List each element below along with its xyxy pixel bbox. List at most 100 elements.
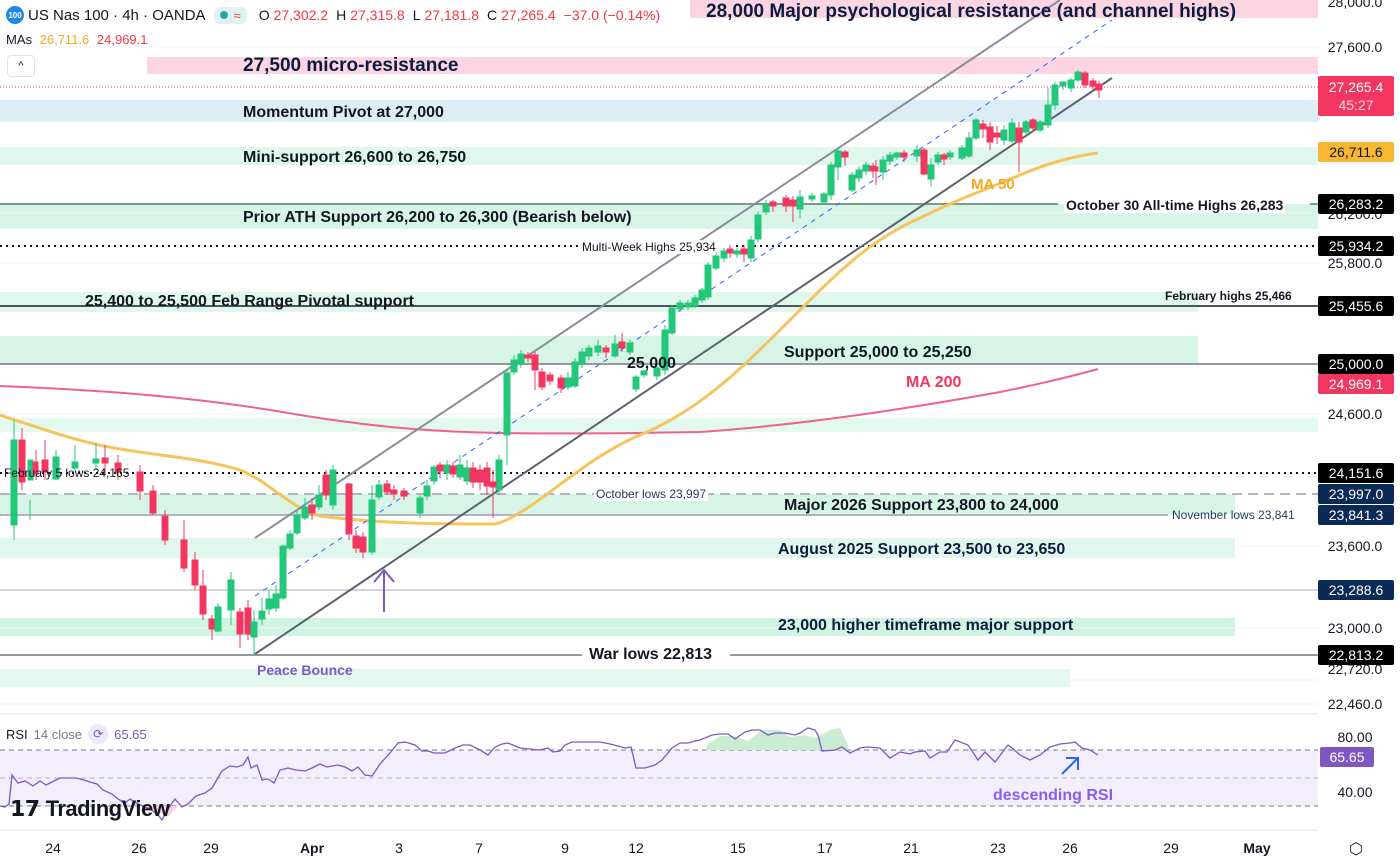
zone-27500 [147, 57, 1318, 74]
last-price-value: 27,265.4 [1328, 79, 1384, 95]
high-label: H [336, 7, 347, 23]
rsi-value-tag: 65.65 [1320, 747, 1374, 767]
symbol-logo-icon: 100 [6, 6, 24, 24]
time-tick: 17 [817, 840, 833, 856]
tradingview-logo[interactable]: 𝟭𝟳 TradingView [10, 796, 170, 822]
annotation-support-25000: Support 25,000 to 25,250 [784, 344, 972, 361]
price-tick: 27,600.0 [1327, 39, 1383, 55]
war-lows-price-tag: 22,813.2 [1318, 645, 1394, 665]
high-value: 27,315.8 [350, 7, 405, 23]
low-label: L [412, 7, 421, 23]
rsi-tick: 80.00 [1337, 729, 1373, 745]
ath-price-tag: 26,283.2 [1318, 194, 1394, 214]
zone-23000 [0, 618, 1235, 636]
tradingview-logo-text: TradingView [45, 796, 170, 821]
rsi-tick: 40.00 [1337, 784, 1373, 800]
ma50-price-tag: 26,711.6 [1318, 142, 1394, 162]
mas-label: MAs [6, 32, 32, 47]
annotation-28000: 28,000 Major psychological resistance (a… [706, 1, 1237, 22]
annotation-27500: 27,500 micro-resistance [243, 55, 459, 76]
multi-week-price-tag: 25,934.2 [1318, 236, 1394, 256]
price-tick: 23,600.0 [1327, 538, 1383, 554]
approx-icon: ≈ [233, 7, 241, 23]
symbol-title[interactable]: US Nas 100 · 4h · OANDA [28, 6, 206, 24]
ma200-price-tag: 24,969.1 [1318, 374, 1394, 394]
nov-lows-price-tag: 23,841.3 [1318, 505, 1394, 525]
channel-median-line [254, 19, 1113, 597]
close-label: C [487, 7, 498, 23]
price-tick: 24,600.0 [1327, 406, 1383, 422]
annotation-ma50: MA 50 [971, 176, 1015, 193]
channel-upper-line [254, 0, 1061, 539]
time-tick: 29 [203, 840, 219, 856]
refresh-icon[interactable]: ⟳ [88, 724, 109, 744]
rsi-legend[interactable]: RSI 14 close ⟳ 65.65 [6, 724, 147, 744]
time-tick: 15 [730, 840, 746, 856]
annotation-feb-highs: February highs 25,466 [1165, 289, 1292, 303]
level-25000-price-tag: 25,000.0 [1318, 354, 1394, 374]
price-tick: 28,000.0 [1327, 0, 1383, 10]
rsi-line [0, 727, 1099, 822]
time-tick: 23 [990, 840, 1006, 856]
annotation-nov-lows: November lows 23,841 [1172, 508, 1295, 522]
descending-rsi-arrow [1061, 757, 1079, 775]
zone-below-war-lows [0, 669, 1070, 687]
ma200-value: 24,969.1 [96, 32, 148, 47]
zone-28000 [690, 0, 1318, 18]
annotation-ma200: MA 200 [906, 374, 962, 391]
change-value: −37.0 (−0.14%) [563, 7, 661, 23]
zone-27000 [0, 100, 1318, 122]
annotation-multi-week-highs: Multi-Week Highs 25,934 [582, 240, 716, 254]
annotation-mini-support: Mini-support 26,600 to 26,750 [243, 149, 467, 166]
chevron-up-icon: ^ [18, 60, 24, 72]
zone-mini-support [0, 147, 1318, 165]
time-tick-month: May [1243, 840, 1271, 856]
oct-lows-price-tag: 23,997.0 [1318, 484, 1394, 504]
zone-aug-2025 [0, 538, 1235, 558]
rsi-overbought-fill [705, 728, 848, 750]
annotation-feb-range: 25,400 to 25,500 Feb Range Pivotal suppo… [85, 293, 414, 310]
annotation-level-25000: 25,000 [627, 355, 676, 372]
ma50-line [0, 151, 1099, 526]
feb5-price-tag: 24,151.6 [1318, 463, 1394, 483]
time-tick: 29 [1163, 840, 1179, 856]
time-tick: 3 [395, 840, 403, 856]
annotation-momentum-pivot: Momentum Pivot at 27,000 [243, 104, 444, 121]
price-tick: 23,000.0 [1327, 620, 1383, 636]
annotation-feb5-lows: February 5 lows 24,165 [4, 466, 130, 480]
low-value: 27,181.8 [424, 7, 480, 23]
annotation-peace-bounce: Peace Bounce [257, 662, 353, 678]
rsi-params: 14 close [33, 726, 83, 742]
price-tick: 25,800.0 [1327, 255, 1383, 271]
annotation-war-lows: War lows 22,813 [589, 646, 713, 663]
symbol-legend[interactable]: 100 US Nas 100 · 4h · OANDA ≈ O 27,302.2 … [6, 6, 660, 24]
peace-bounce-arrow [373, 568, 395, 612]
candles [10, 70, 1103, 655]
annotation-descending-rsi: descending RSI [993, 787, 1114, 804]
rsi-name: RSI [6, 726, 28, 742]
market-open-icon [219, 11, 228, 19]
annotation-oct30-ath: October 30 All-time Highs 26,283 [1064, 197, 1286, 213]
time-tick: 26 [1062, 840, 1078, 856]
time-tick: 12 [628, 840, 644, 856]
open-value: 27,302.2 [273, 7, 329, 23]
time-tick: 26 [131, 840, 147, 856]
time-tick: 7 [475, 840, 483, 856]
annotation-23000: 23,000 higher timeframe major support [778, 617, 1074, 634]
last-price-tag: 27,265.4 45:27 [1318, 76, 1394, 116]
time-tick-month: Apr [299, 840, 325, 856]
ma50-value: 26,711.6 [39, 32, 90, 47]
annotation-major-2026: Major 2026 Support 23,800 to 24,000 [784, 497, 1059, 514]
time-tick: 24 [45, 840, 61, 856]
market-status-pill[interactable]: ≈ [213, 6, 247, 24]
collapse-legend-button[interactable]: ^ [7, 55, 35, 77]
annotation-oct-lows: October lows 23,997 [594, 487, 709, 501]
open-label: O [258, 7, 270, 23]
bar-countdown: 45:27 [1338, 97, 1374, 113]
ma-legend[interactable]: MAs 26,711.6 24,969.1 [6, 32, 148, 47]
channel-lower-line [254, 77, 1113, 655]
chart-settings-icon[interactable]: ⬡ [1349, 841, 1363, 858]
ma200-line [0, 368, 1099, 435]
